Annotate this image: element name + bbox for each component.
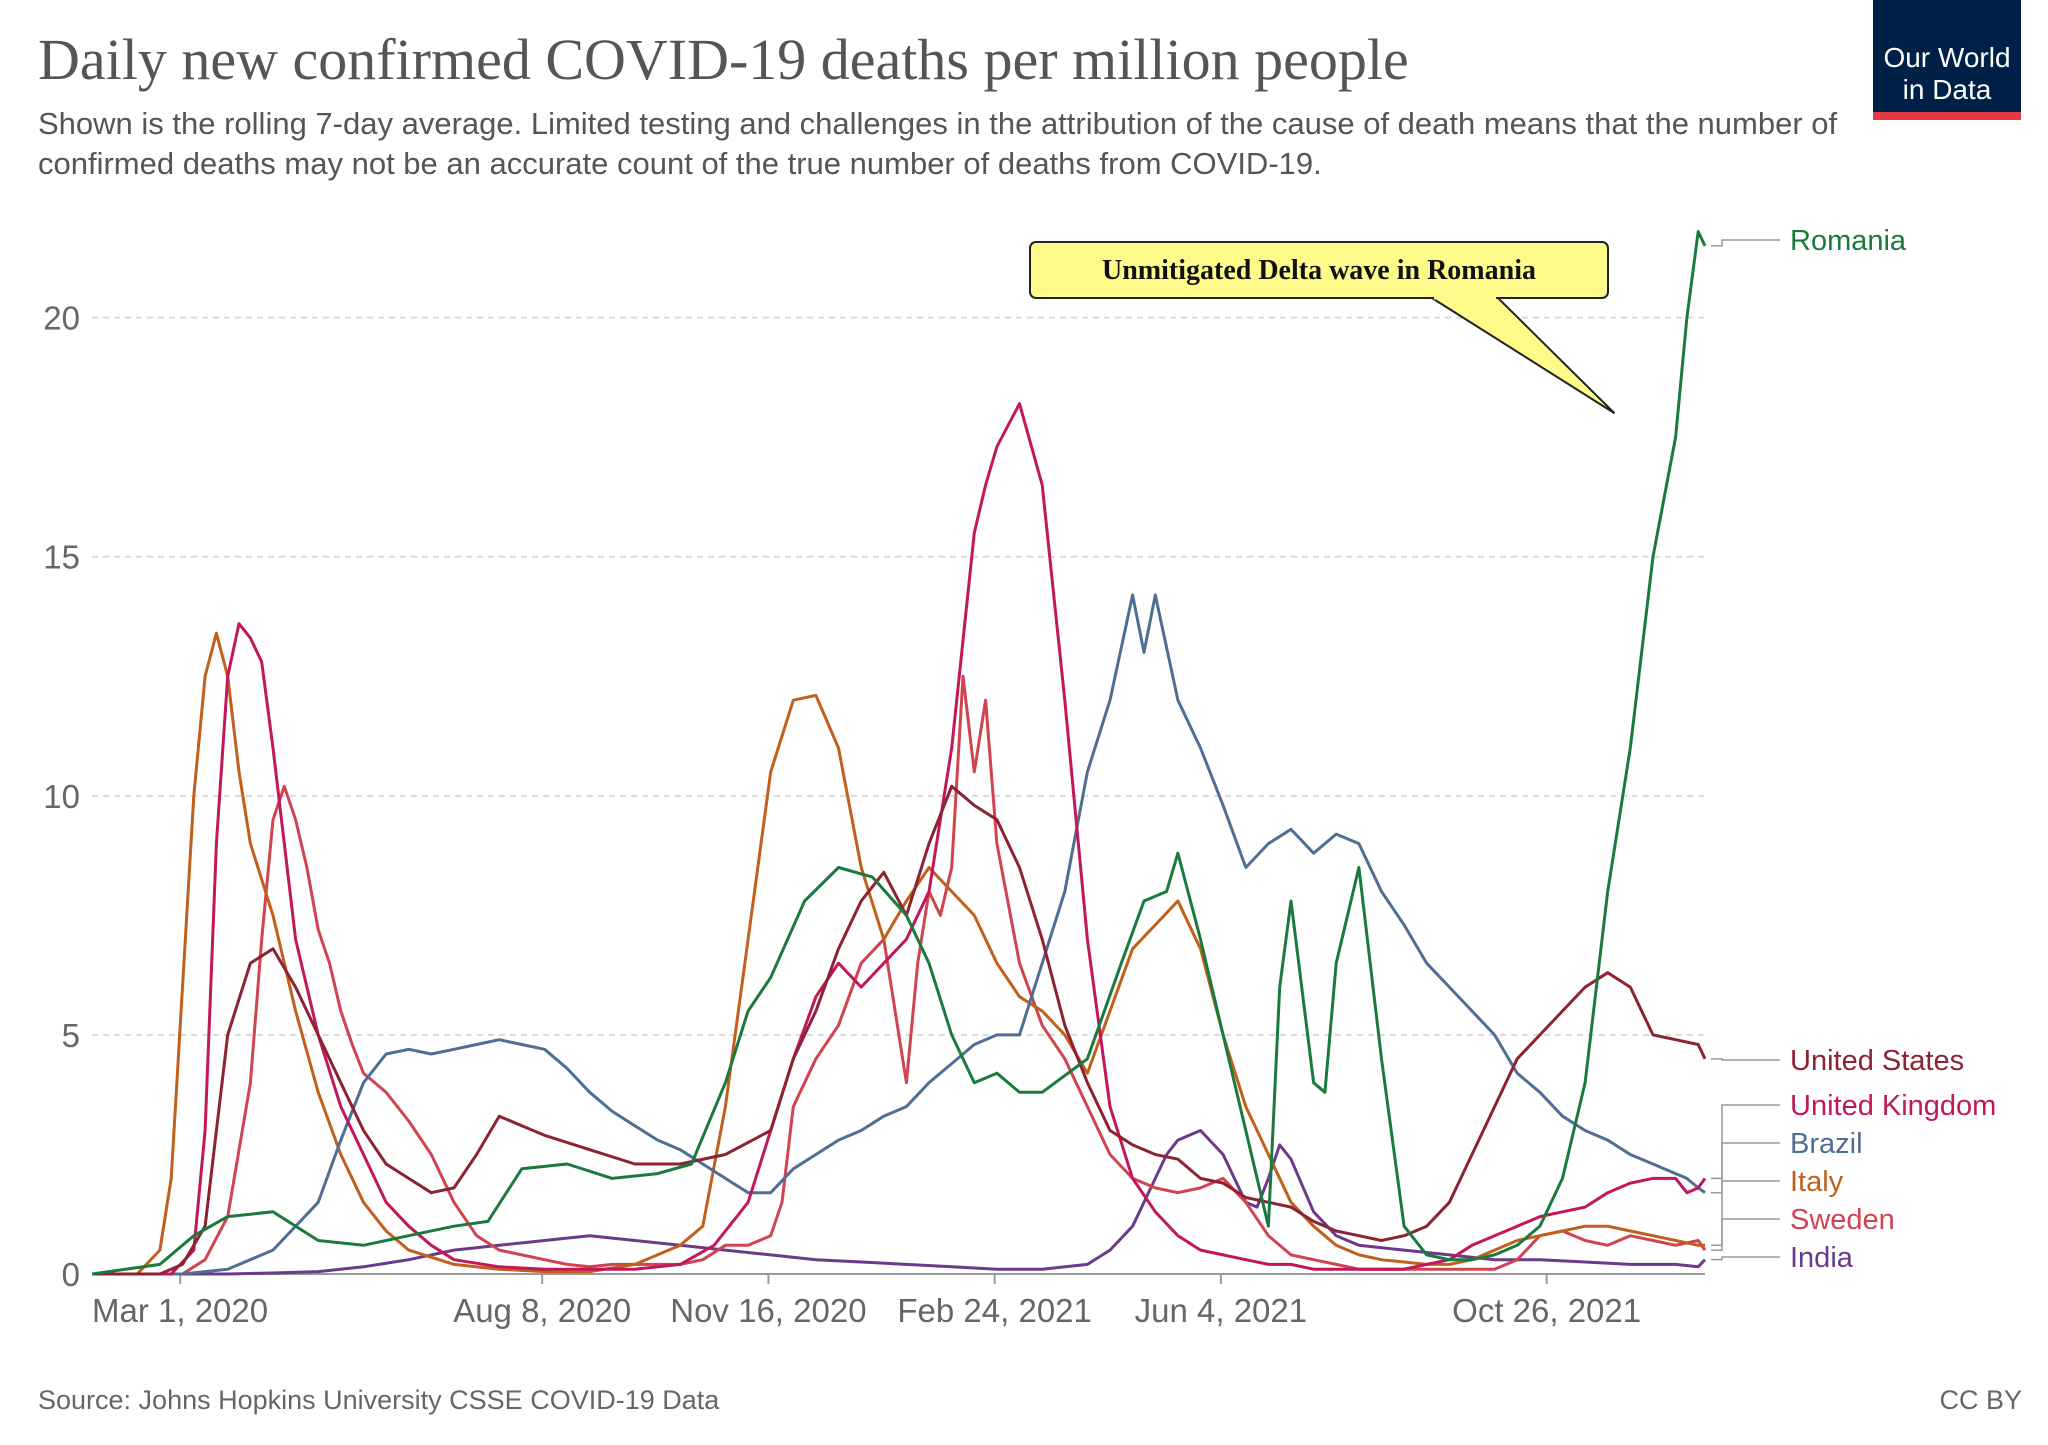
callout-text: Unmitigated Delta wave in Romania <box>1102 255 1536 286</box>
y-tick-10: 10 <box>43 778 80 815</box>
y-tick-0: 0 <box>62 1256 80 1293</box>
series-line-india <box>92 1129 1707 1276</box>
legend-label-united-states: United States <box>1790 1045 1964 1077</box>
series-lines <box>91 230 1707 1276</box>
x-tick-label: Feb 24, 2021 <box>897 1292 1092 1329</box>
owid-logo[interactable]: Our World in Data <box>1873 0 2021 120</box>
legend-label-romania: Romania <box>1790 225 1907 257</box>
legend-label-brazil: Brazil <box>1790 1128 1863 1160</box>
series-line-sweden <box>92 674 1707 1276</box>
legend-connector-sweden <box>1711 1218 1780 1251</box>
callout-box <box>1029 241 1609 299</box>
gridlines <box>92 316 1705 1036</box>
x-tick-label: Oct 26, 2021 <box>1452 1292 1641 1329</box>
series-line-italy <box>92 631 1705 1276</box>
x-axis: Mar 1, 2020 Aug 8, 2020 Nov 16, 2020 Feb 24… <box>92 1273 1705 1329</box>
legend-connector-united-kingdom <box>1711 1104 1780 1180</box>
license-link[interactable]: CC BY <box>1939 1385 2022 1415</box>
y-tick-15: 15 <box>43 539 80 576</box>
y-tick-20: 20 <box>43 300 80 337</box>
legend: Romania United States United Kingdom Brazil… <box>1711 225 1996 1274</box>
chart-title: Daily new confirmed COVID-19 deaths per … <box>38 27 1409 92</box>
legend-label-italy: Italy <box>1790 1166 1844 1198</box>
series-line-united-kingdom <box>92 402 1707 1276</box>
series-line-united-states <box>92 784 1707 1276</box>
logo-line-1: Our World <box>1883 42 2011 73</box>
legend-connector-brazil <box>1711 1142 1780 1194</box>
chart-subtitle: Shown is the rolling 7-day average. Limi… <box>38 106 1838 181</box>
callout-pointer <box>1428 297 1616 415</box>
x-tick-label: Nov 16, 2020 <box>670 1292 866 1329</box>
series-line-romania <box>91 230 1707 1276</box>
series-line-brazil <box>92 593 1706 1276</box>
y-axis-ticks: 0 5 10 15 20 <box>43 300 80 1293</box>
legend-label-india: India <box>1790 1242 1854 1274</box>
legend-label-sweden: Sweden <box>1790 1204 1895 1236</box>
y-tick-5: 5 <box>62 1017 80 1054</box>
x-tick-label: Mar 1, 2020 <box>92 1292 268 1329</box>
source-note: Source: Johns Hopkins University CSSE CO… <box>38 1385 720 1415</box>
legend-connector-united-states <box>1711 1058 1780 1061</box>
legend-connector-italy <box>1711 1180 1780 1247</box>
legend-label-united-kingdom: United Kingdom <box>1790 1090 1996 1122</box>
legend-connector-india <box>1711 1256 1780 1261</box>
legend-connector-romania <box>1711 239 1780 247</box>
x-tick-label: Jun 4, 2021 <box>1135 1292 1307 1329</box>
annotation-callout: Unmitigated Delta wave in Romania <box>1029 241 1616 415</box>
logo-line-2: in Data <box>1902 74 1992 105</box>
x-tick-label: Aug 8, 2020 <box>453 1292 631 1329</box>
